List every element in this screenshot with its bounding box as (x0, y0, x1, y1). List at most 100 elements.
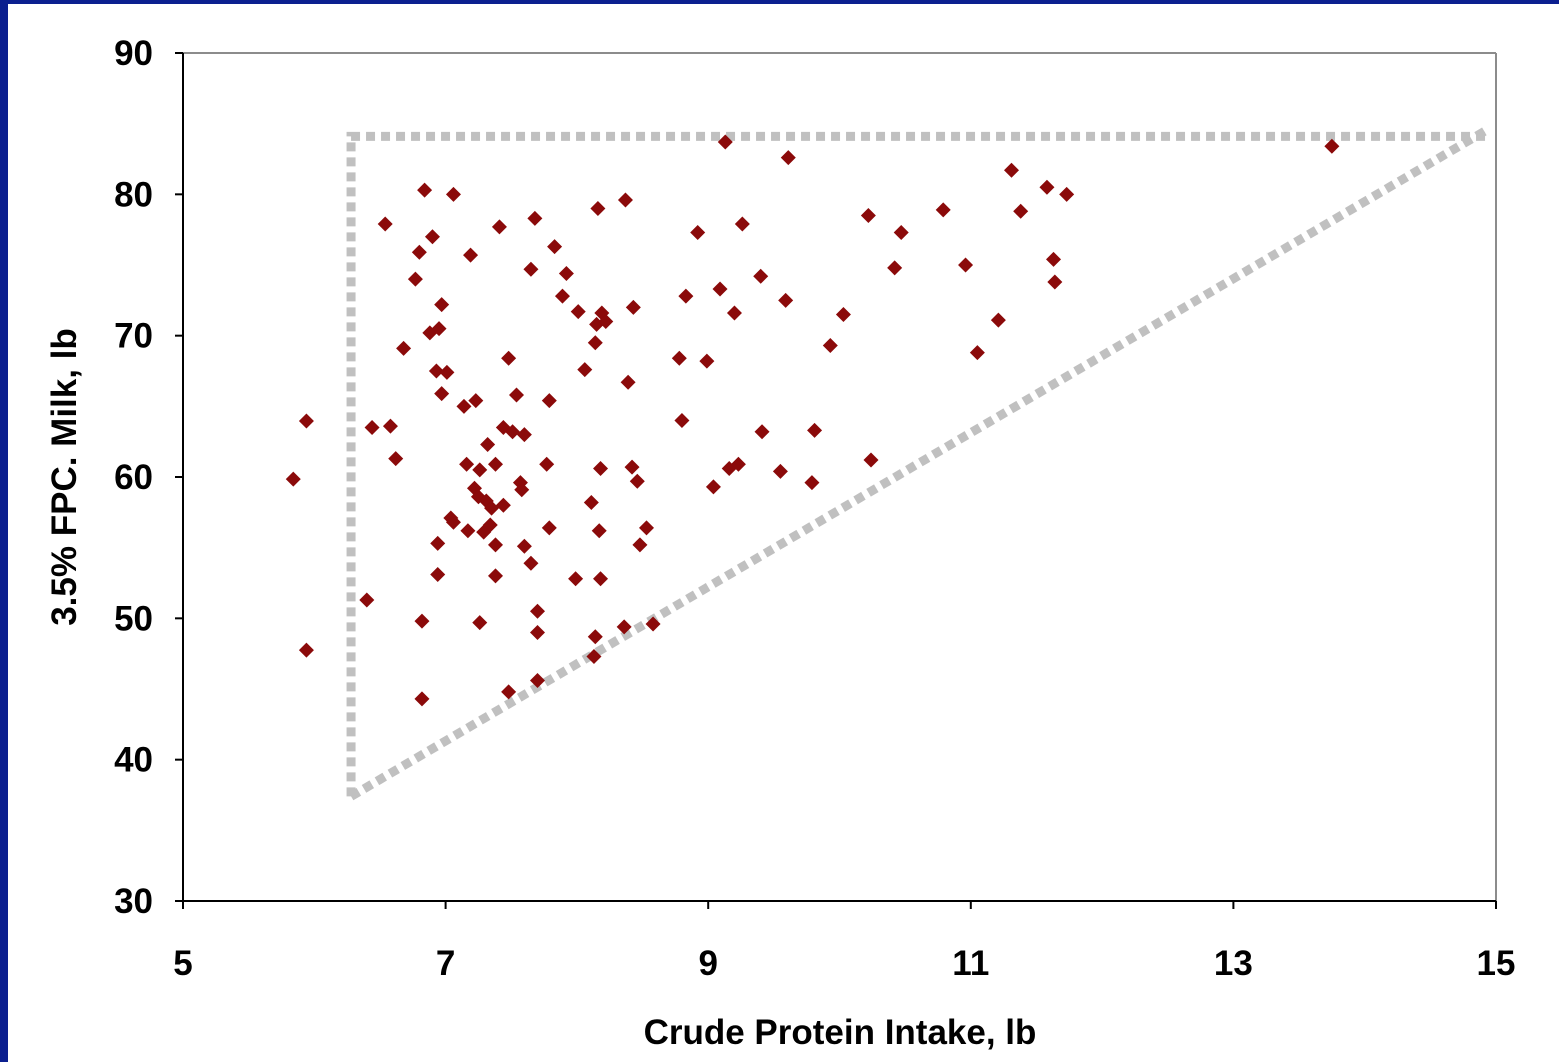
data-point (1324, 138, 1340, 154)
data-point (547, 239, 563, 255)
data-point (523, 555, 539, 571)
data-point (587, 629, 603, 645)
data-point (893, 224, 909, 240)
data-point (482, 517, 498, 533)
data-point (1013, 203, 1029, 219)
data-point (407, 271, 423, 287)
data-point (298, 642, 314, 658)
data-point (1046, 251, 1062, 267)
data-point (730, 456, 746, 472)
data-point (835, 306, 851, 322)
data-point (554, 288, 570, 304)
data-point (424, 229, 440, 245)
data-point (577, 362, 593, 378)
data-point (990, 312, 1006, 328)
data-point (364, 420, 380, 436)
data-point (1039, 179, 1055, 195)
data-point (804, 475, 820, 491)
data-point (463, 247, 479, 263)
data-point (699, 353, 715, 369)
x-tick-label: 11 (952, 944, 989, 983)
data-point (1004, 162, 1020, 178)
data-point (472, 615, 488, 631)
data-point (516, 538, 532, 554)
data-point (388, 451, 404, 467)
data-point (887, 260, 903, 276)
data-point (487, 537, 503, 553)
data-point (620, 374, 636, 390)
x-tick-label: 15 (1477, 944, 1516, 983)
x-axis-title: Crude Protein Intake, lb (644, 1013, 1037, 1052)
data-point (514, 482, 530, 498)
data-point (491, 219, 507, 235)
x-tick-label: 7 (436, 944, 455, 983)
data-point (460, 523, 476, 539)
data-point (590, 200, 606, 216)
data-point (382, 418, 398, 434)
data-point (753, 268, 769, 284)
data-point (434, 297, 450, 313)
data-point (593, 461, 609, 477)
data-point (411, 244, 427, 260)
data-point (734, 216, 750, 232)
x-tick-label: 9 (698, 944, 717, 983)
guide-line (346, 131, 1486, 797)
data-point (678, 288, 694, 304)
data-point (459, 456, 475, 472)
chart-background (8, 4, 1559, 1062)
data-point (587, 335, 603, 351)
data-point (969, 345, 985, 361)
data-point (359, 592, 375, 608)
data-point (298, 413, 314, 429)
data-point (487, 456, 503, 472)
data-point (472, 462, 488, 478)
data-point (445, 186, 461, 202)
guide-line (348, 126, 1488, 801)
data-point (431, 321, 447, 337)
data-point (570, 304, 586, 320)
data-point (285, 471, 301, 487)
data-point (860, 208, 876, 224)
data-point (527, 210, 543, 226)
data-point (754, 424, 770, 440)
data-point (822, 338, 838, 354)
data-point (629, 473, 645, 489)
data-point (539, 456, 555, 472)
data-point (396, 340, 412, 356)
data-point (958, 257, 974, 273)
data-point (480, 436, 496, 452)
data-point (726, 305, 742, 321)
data-point (505, 424, 521, 440)
data-point (501, 350, 517, 366)
data-point (671, 350, 687, 366)
data-point (487, 568, 503, 584)
data-point (541, 393, 557, 409)
y-tick-label: 40 (114, 741, 153, 780)
data-point (632, 537, 648, 553)
data-point (428, 363, 444, 379)
data-point (439, 364, 455, 380)
data-point (414, 613, 430, 629)
data-point (414, 691, 430, 707)
data-point (495, 497, 511, 513)
data-point (501, 684, 517, 700)
data-point (509, 387, 525, 403)
data-point (807, 422, 823, 438)
data-point (430, 535, 446, 551)
data-point (598, 314, 614, 330)
y-tick-label: 90 (114, 34, 153, 73)
data-point (523, 261, 539, 277)
data-point (530, 624, 546, 640)
y-tick-label: 50 (114, 599, 153, 638)
data-point (591, 523, 607, 539)
data-point (568, 571, 584, 587)
data-point (717, 134, 733, 150)
data-point (1047, 274, 1063, 290)
data-point (434, 386, 450, 402)
x-tick-label: 13 (1214, 944, 1253, 983)
data-point (586, 648, 602, 664)
data-point (712, 281, 728, 297)
data-point (516, 427, 532, 443)
data-point (430, 567, 446, 583)
